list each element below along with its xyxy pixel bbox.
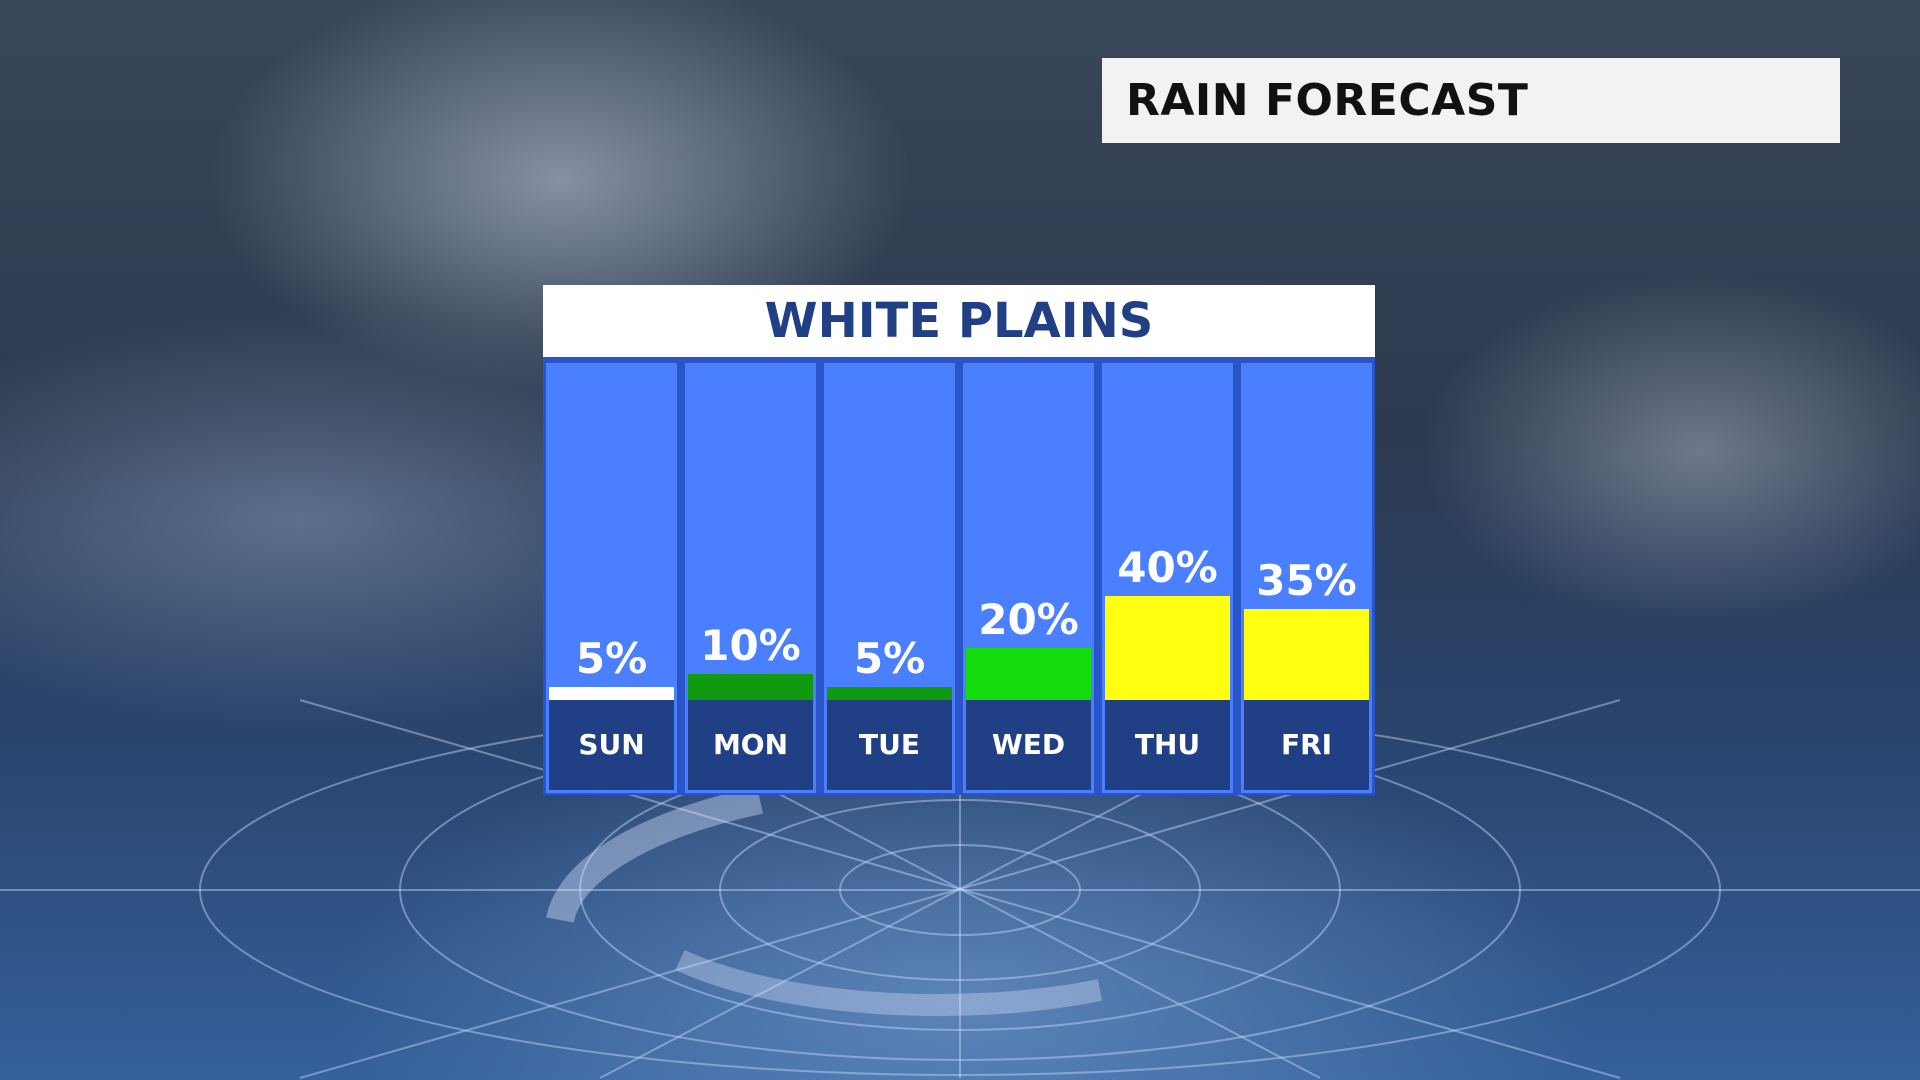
rain-forecast-header: RAIN FORECAST bbox=[1102, 58, 1840, 143]
data-label: 40% bbox=[1117, 543, 1218, 592]
bar bbox=[966, 648, 1091, 700]
bar bbox=[688, 674, 813, 700]
bar bbox=[827, 687, 952, 700]
data-label: 20% bbox=[978, 595, 1079, 644]
bar-columns: 5% SUN 10% MON 5% TUE 20% WED 40% THU 35% FRI bbox=[546, 363, 1372, 793]
bar bbox=[1105, 596, 1230, 700]
bar bbox=[1244, 609, 1369, 700]
bar-column-sun: 5% SUN bbox=[546, 363, 677, 793]
day-label: SUN bbox=[549, 700, 674, 790]
bar-column-mon: 10% MON bbox=[685, 363, 816, 793]
day-label: FRI bbox=[1244, 700, 1369, 790]
day-label: MON bbox=[688, 700, 813, 790]
bar-column-tue: 5% TUE bbox=[824, 363, 955, 793]
bar-column-wed: 20% WED bbox=[963, 363, 1094, 793]
data-label: 5% bbox=[575, 634, 648, 683]
forecast-chart: WHITE PLAINS 5% SUN 10% MON 5% TUE 20% WED 40% TH… bbox=[543, 285, 1375, 795]
data-label: 5% bbox=[853, 634, 926, 683]
day-label: WED bbox=[966, 700, 1091, 790]
chart-title: WHITE PLAINS bbox=[543, 285, 1375, 357]
day-label: TUE bbox=[827, 700, 952, 790]
day-label: THU bbox=[1105, 700, 1230, 790]
bar-column-fri: 35% FRI bbox=[1241, 363, 1372, 793]
bar-column-thu: 40% THU bbox=[1102, 363, 1233, 793]
header-title: RAIN FORECAST bbox=[1126, 75, 1529, 126]
data-label: 10% bbox=[700, 621, 801, 670]
bar bbox=[549, 687, 674, 700]
data-label: 35% bbox=[1256, 556, 1357, 605]
